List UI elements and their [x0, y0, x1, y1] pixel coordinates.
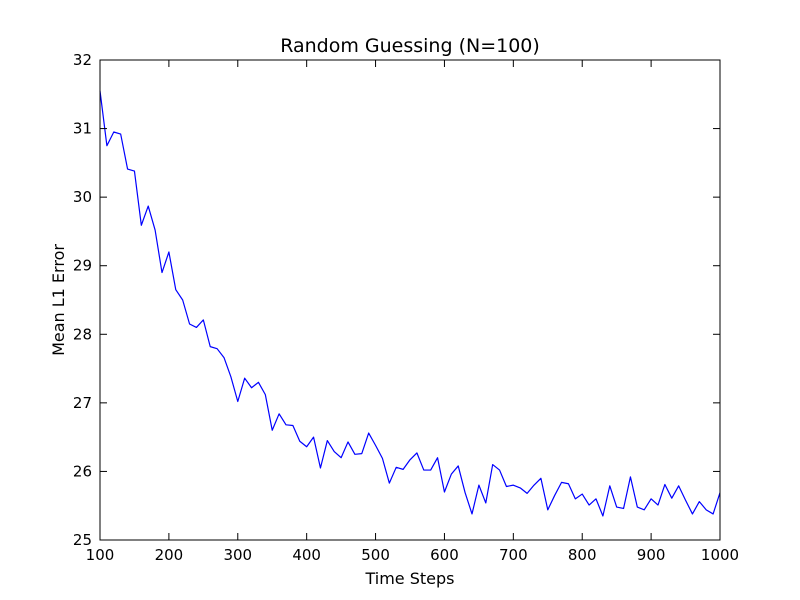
x-tick-label: 1000	[701, 546, 739, 564]
x-tick-label: 100	[86, 546, 115, 564]
y-tick-label: 31	[73, 120, 92, 138]
plot-frame	[99, 59, 721, 541]
y-tick-label: 27	[73, 394, 92, 412]
x-tick-label: 500	[361, 546, 390, 564]
plot-area: 100 200 300 400 500 600 700 800 900 1000 25 26 27 28 2…	[73, 51, 739, 564]
series-line-0	[99, 90, 721, 517]
x-tick-label: 900	[637, 546, 666, 564]
chart-title: Random Guessing (N=100)	[280, 35, 540, 57]
y-tick-label: 32	[73, 51, 92, 69]
x-tick-label: 200	[155, 546, 184, 564]
x-tick-label: 800	[568, 546, 597, 564]
x-axis-title: Time Steps	[364, 569, 454, 588]
x-tick-label: 700	[499, 546, 528, 564]
x-tick-label: 600	[430, 546, 459, 564]
y-tick-label: 30	[73, 188, 92, 206]
y-tick-label: 28	[73, 325, 92, 343]
y-axis-title: Mean L1 Error	[49, 244, 68, 356]
x-tick-label: 400	[292, 546, 321, 564]
y-tick-label: 25	[73, 531, 92, 549]
y-tick-label: 29	[73, 257, 92, 275]
y-tick-label: 26	[73, 462, 92, 480]
x-tick-label: 300	[223, 546, 252, 564]
